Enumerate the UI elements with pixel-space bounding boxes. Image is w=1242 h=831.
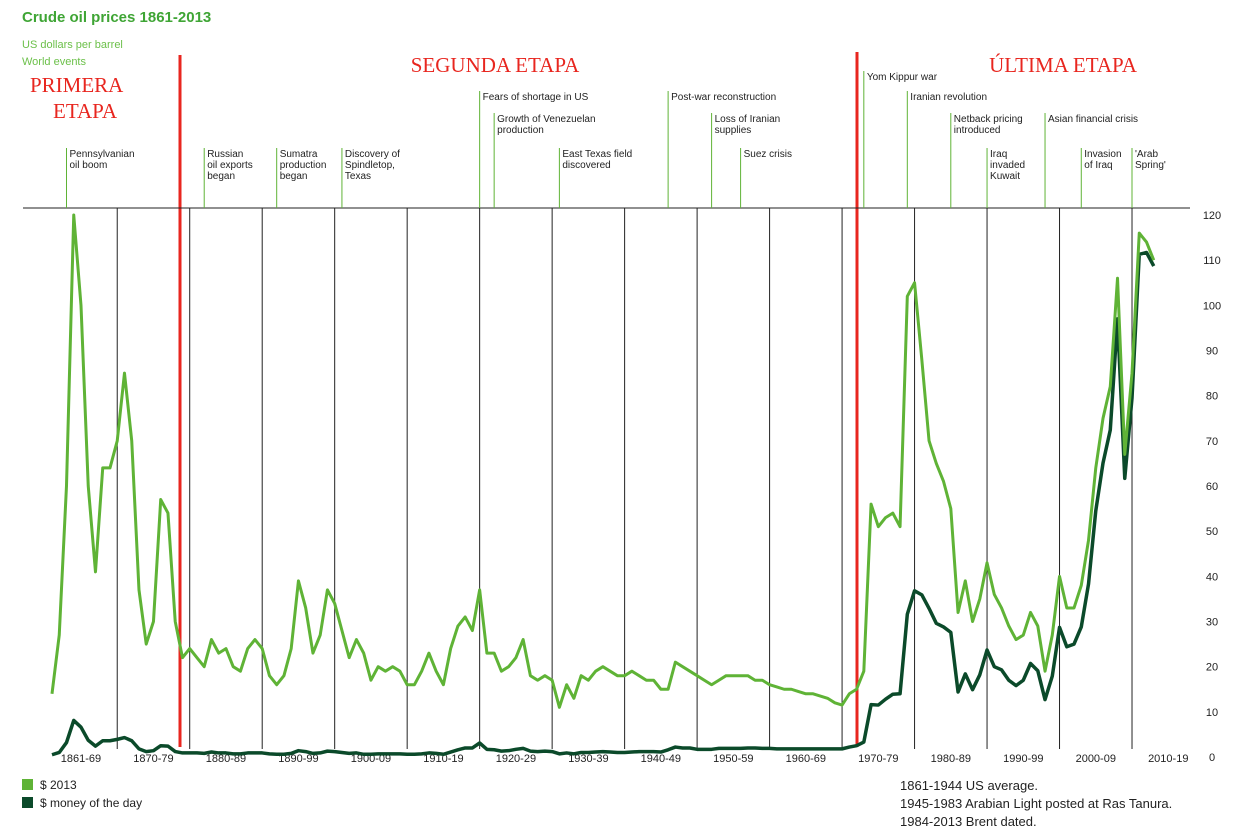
event-label: Iraq	[990, 149, 1007, 160]
x-tick-label: 1910-19	[423, 753, 463, 765]
event-label: Discovery of	[345, 149, 400, 160]
event-label: Fears of shortage in US	[483, 92, 589, 103]
event-label: Post-war reconstruction	[671, 92, 776, 103]
x-tick-label: 1890-99	[278, 753, 318, 765]
event-label: Loss of Iranian	[715, 114, 781, 125]
x-tick-label: 1990-99	[1003, 753, 1043, 765]
x-tick-label: 1861-69	[61, 753, 101, 765]
x-tick-label: 1970-79	[858, 753, 898, 765]
event-label: invaded	[990, 160, 1025, 171]
event-label: oil boom	[69, 160, 107, 171]
event-label: Texas	[345, 171, 371, 182]
event-label: Iranian revolution	[910, 92, 987, 103]
subtitle: US dollars per barrel	[22, 39, 123, 51]
event-label: production	[280, 160, 327, 171]
x-tick-label: 1930-39	[568, 753, 608, 765]
event-label: began	[280, 171, 308, 182]
event-label: Russian	[207, 149, 243, 160]
event-label: Spring'	[1135, 160, 1166, 171]
chart-title: Crude oil prices 1861-2013	[22, 9, 211, 26]
y-tick-label: 10	[1206, 707, 1218, 719]
x-tick-label: 1960-69	[786, 753, 826, 765]
event-label: Netback pricing	[954, 114, 1023, 125]
event-label: 'Arab	[1135, 149, 1158, 160]
legend-swatch	[22, 779, 33, 790]
event-label: oil exports	[207, 160, 253, 171]
event-label: Asian financial crisis	[1048, 114, 1138, 125]
note: 1984-2013 Brent dated.	[900, 814, 1037, 829]
event-label: Pennsylvanian	[69, 149, 134, 160]
x-tick-label: 1870-79	[133, 753, 173, 765]
x-tick-label: 1880-89	[206, 753, 246, 765]
y-tick-label: 100	[1203, 300, 1221, 312]
x-tick-label: 1900-09	[351, 753, 391, 765]
legend-swatch	[22, 797, 33, 808]
event-label: Kuwait	[990, 171, 1020, 182]
legend-label: $ money of the day	[40, 796, 142, 810]
y-tick-label: 110	[1203, 255, 1221, 267]
event-label: Yom Kippur war	[867, 72, 938, 83]
y-tick-label: 90	[1206, 346, 1218, 358]
y-tick-label: 40	[1206, 571, 1218, 583]
subtitle: World events	[22, 56, 86, 68]
event-label: began	[207, 171, 235, 182]
x-tick-label: 1980-89	[931, 753, 971, 765]
y-tick-label: 50	[1206, 526, 1218, 538]
event-label: introduced	[954, 125, 1001, 136]
y-tick-label: 120	[1203, 210, 1221, 222]
event-label: supplies	[715, 125, 752, 136]
event-label: Suez crisis	[744, 149, 792, 160]
x-tick-label: 1950-59	[713, 753, 753, 765]
event-label: Sumatra	[280, 149, 318, 160]
x-tick-label: 2000-09	[1076, 753, 1116, 765]
stage-label: ETAPA	[53, 99, 118, 123]
series-line	[51, 250, 1156, 757]
note: 1861-1944 US average.	[900, 778, 1038, 793]
x-tick-label: 1940-49	[641, 753, 681, 765]
stage-label: PRIMERA	[30, 73, 124, 97]
event-label: of Iraq	[1084, 160, 1112, 171]
y-tick-label: 60	[1206, 481, 1218, 493]
legend-label: $ 2013	[40, 778, 77, 792]
stage-label: SEGUNDA ETAPA	[411, 53, 580, 77]
event-label: Growth of Venezuelan	[497, 114, 595, 125]
y-tick-label: 0	[1209, 752, 1215, 764]
note: 1945-1983 Arabian Light posted at Ras Ta…	[900, 796, 1172, 811]
event-label: discovered	[562, 160, 610, 171]
event-label: production	[497, 125, 544, 136]
event-label: East Texas field	[562, 149, 632, 160]
y-tick-label: 20	[1206, 662, 1218, 674]
y-tick-label: 80	[1206, 391, 1218, 403]
y-tick-label: 70	[1206, 436, 1218, 448]
series-line	[50, 213, 1156, 709]
event-label: Spindletop,	[345, 160, 395, 171]
y-tick-label: 30	[1206, 617, 1218, 629]
x-tick-label: 2010-19	[1148, 753, 1188, 765]
stage-label: ÚLTIMA ETAPA	[989, 53, 1138, 77]
x-tick-label: 1920-29	[496, 753, 536, 765]
event-label: Invasion	[1084, 149, 1121, 160]
